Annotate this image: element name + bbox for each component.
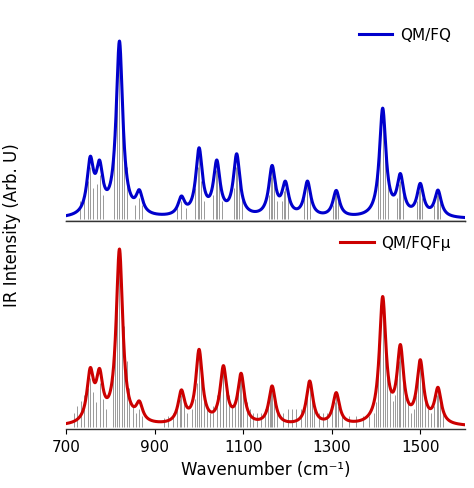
X-axis label: Wavenumber (cm⁻¹): Wavenumber (cm⁻¹) — [181, 460, 350, 478]
Legend: QM/FQ: QM/FQ — [352, 22, 457, 49]
Text: IR Intensity (Arb. U): IR Intensity (Arb. U) — [3, 143, 21, 306]
Legend: QM/FQFμ: QM/FQFμ — [334, 230, 457, 257]
